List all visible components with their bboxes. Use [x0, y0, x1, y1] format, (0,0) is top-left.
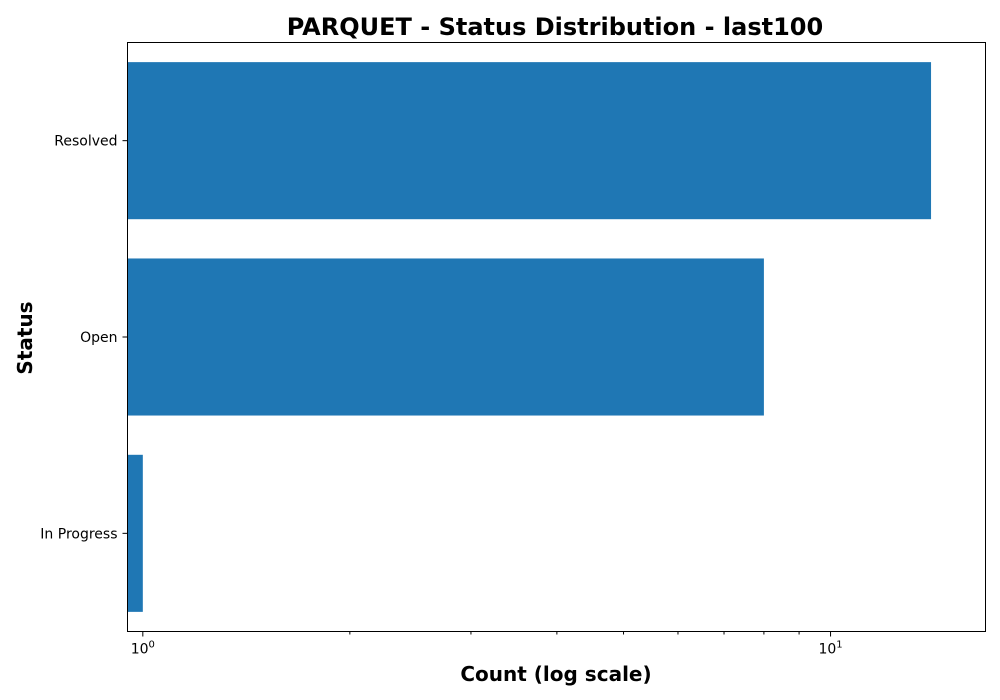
bar-open	[127, 258, 764, 416]
x-tick-label: 100	[131, 640, 155, 658]
x-tick-label: 101	[818, 640, 842, 658]
bar-resolved	[127, 62, 932, 220]
y-tick-label: Resolved	[54, 134, 117, 150]
bar-in-progress	[127, 454, 143, 612]
x-axis-label: Count (log scale)	[460, 662, 651, 686]
y-axis-label: Status	[13, 301, 37, 374]
chart-title: PARQUET - Status Distribution - last100	[287, 13, 823, 41]
y-axis-ticks: Resolved Open In Progress	[40, 134, 128, 542]
x-axis-ticks: 100 101	[131, 631, 843, 658]
bars-group	[127, 62, 932, 612]
y-tick-label: Open	[80, 330, 117, 346]
y-tick-label: In Progress	[40, 526, 117, 542]
